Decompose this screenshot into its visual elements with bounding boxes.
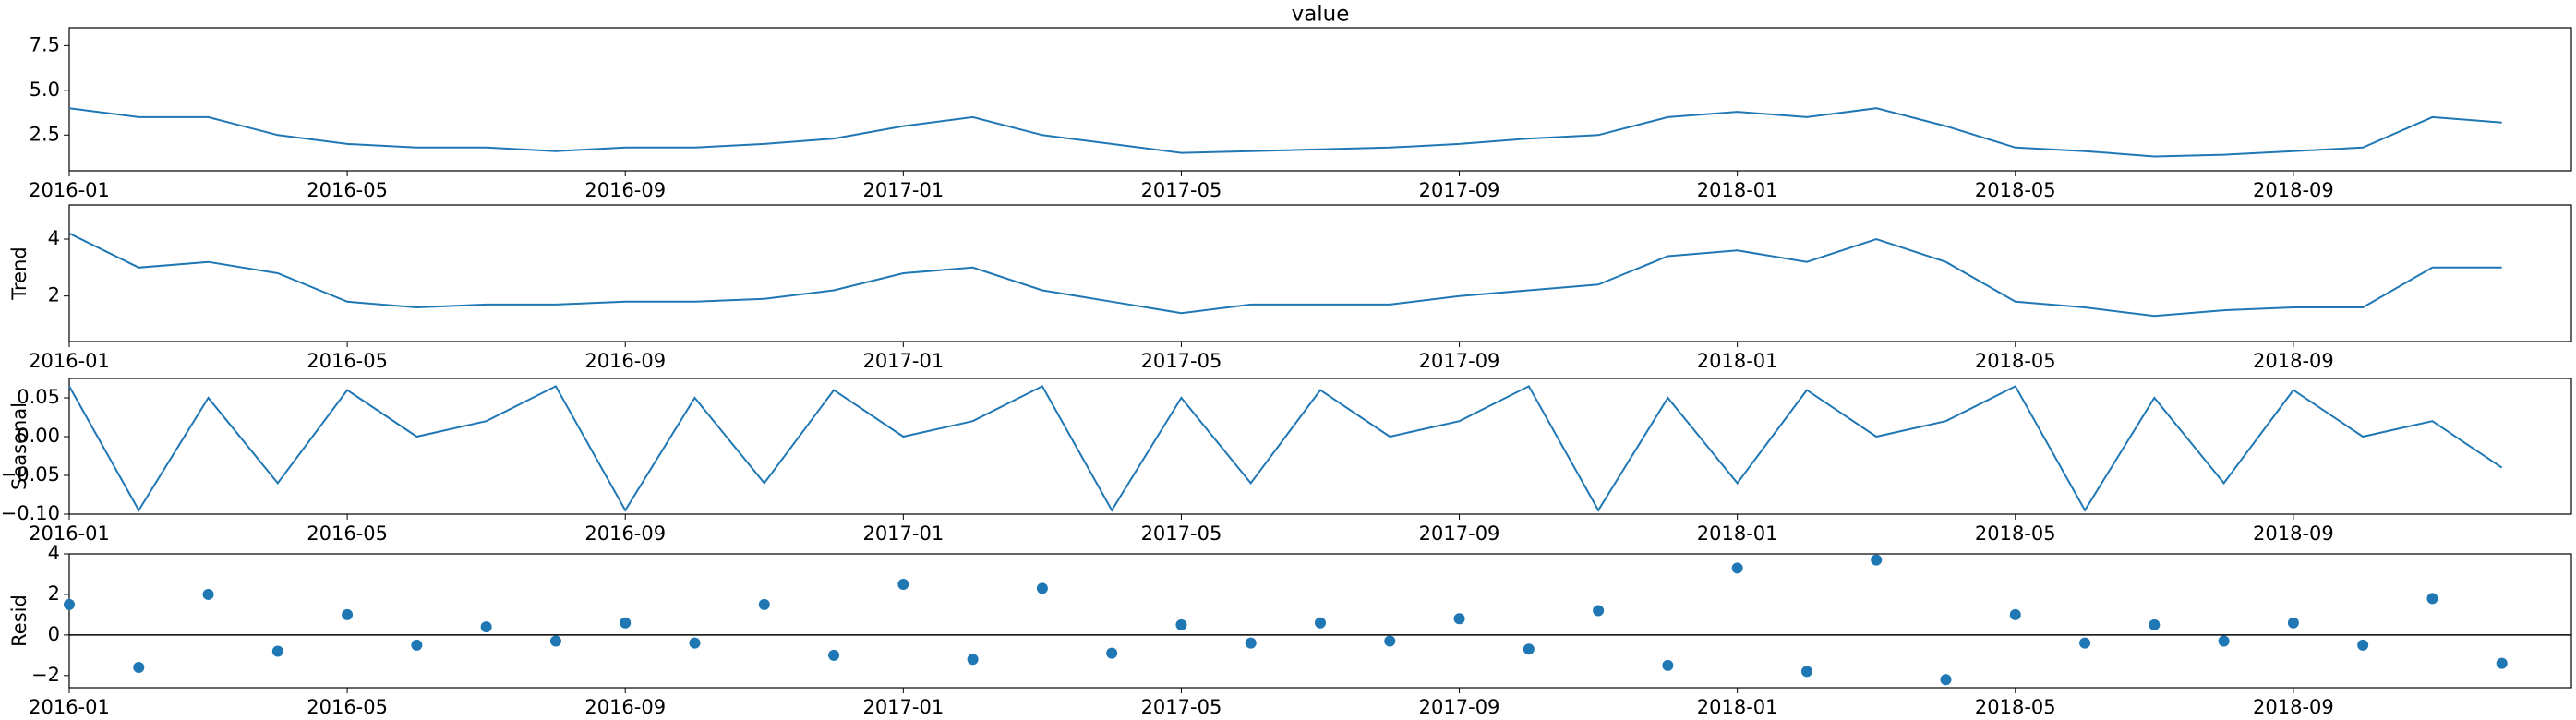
- x-tick-label: 2016-01: [29, 179, 110, 201]
- point: [689, 637, 701, 649]
- point: [549, 635, 561, 647]
- point: [1940, 674, 1952, 686]
- x-tick-label: 2016-01: [29, 522, 110, 545]
- series-line: [68, 107, 2502, 158]
- y-tick-label: 4: [48, 227, 60, 249]
- point: [897, 578, 909, 590]
- x-tick-label: 2017-09: [1419, 522, 1500, 545]
- x-tick-label: 2017-05: [1141, 696, 1222, 718]
- x-tick-label: 2016-01: [29, 350, 110, 372]
- point: [1315, 617, 1326, 629]
- point: [2357, 639, 2369, 651]
- point: [1384, 635, 1396, 647]
- x-tick-label: 2018-05: [1975, 350, 2056, 372]
- point: [1453, 613, 1465, 625]
- point: [2149, 618, 2161, 630]
- y-tick-label: 2: [48, 582, 60, 605]
- x-tick-label: 2018-01: [1697, 350, 1778, 372]
- point: [1800, 666, 1812, 678]
- point: [133, 662, 145, 674]
- point: [1036, 582, 1048, 594]
- point: [1175, 618, 1187, 630]
- y-tick-label: −0.10: [1, 502, 60, 524]
- point: [2009, 608, 2021, 620]
- series-line: [68, 385, 2503, 512]
- x-tick-label: 2016-05: [307, 696, 388, 718]
- point: [967, 654, 979, 666]
- x-tick-label: 2018-01: [1697, 522, 1778, 545]
- point: [1523, 643, 1535, 655]
- x-tick-label: 2016-01: [29, 696, 110, 718]
- point: [411, 639, 423, 651]
- x-tick-label: 2017-09: [1419, 350, 1500, 372]
- x-tick-label: 2018-05: [1975, 522, 2056, 545]
- y-tick-label: 5.0: [30, 78, 60, 101]
- x-tick-label: 2017-05: [1141, 350, 1222, 372]
- x-tick-label: 2016-05: [307, 522, 388, 545]
- y-tick-label: 4: [48, 542, 60, 564]
- x-tick-label: 2017-01: [862, 350, 944, 372]
- x-tick-label: 2017-09: [1419, 179, 1500, 201]
- y-axis-label: Trend: [8, 246, 30, 300]
- point: [2218, 635, 2230, 647]
- point: [1871, 554, 1883, 566]
- point: [1662, 659, 1674, 671]
- y-axis-label: Resid: [8, 594, 30, 647]
- point: [2426, 593, 2438, 605]
- point: [1106, 647, 1118, 659]
- x-tick-label: 2016-05: [307, 350, 388, 372]
- point: [64, 598, 75, 610]
- point: [2079, 637, 2091, 649]
- x-tick-label: 2016-09: [584, 522, 666, 545]
- point: [828, 649, 840, 661]
- x-tick-label: 2018-09: [2253, 350, 2334, 372]
- point: [620, 617, 632, 629]
- point: [202, 588, 214, 600]
- y-axis-label: Seasonal: [8, 402, 30, 490]
- y-tick-label: 0: [48, 623, 60, 645]
- y-tick-label: −0.05: [1, 463, 60, 486]
- y-tick-label: 0.00: [17, 425, 60, 447]
- x-tick-label: 2018-05: [1975, 179, 2056, 201]
- y-tick-label: 7.5: [30, 33, 60, 55]
- x-tick-label: 2017-05: [1141, 522, 1222, 545]
- plot-frame: [68, 378, 2572, 515]
- point: [2287, 617, 2299, 629]
- x-tick-label: 2018-09: [2253, 522, 2334, 545]
- series-line: [68, 232, 2502, 318]
- chart-title: value: [1292, 3, 1350, 27]
- x-tick-label: 2018-01: [1697, 179, 1778, 201]
- y-tick-label: 0.05: [17, 386, 60, 408]
- x-tick-label: 2016-05: [307, 179, 388, 201]
- point: [342, 608, 354, 620]
- plot-frame: [68, 204, 2572, 342]
- x-tick-label: 2017-01: [862, 696, 944, 718]
- x-tick-label: 2018-01: [1697, 696, 1778, 718]
- x-tick-label: 2017-09: [1419, 696, 1500, 718]
- x-tick-label: 2016-09: [584, 179, 666, 201]
- x-tick-label: 2017-05: [1141, 179, 1222, 201]
- point: [2496, 657, 2508, 669]
- y-tick-label: 2.5: [30, 123, 60, 145]
- x-tick-label: 2016-09: [584, 350, 666, 372]
- plot-frame: [68, 553, 2572, 689]
- point: [1731, 562, 1743, 574]
- point: [1245, 637, 1257, 649]
- x-tick-label: 2018-05: [1975, 696, 2056, 718]
- plot-frame: [68, 27, 2572, 172]
- x-tick-label: 2017-01: [862, 179, 944, 201]
- y-tick-label: 2: [48, 284, 60, 306]
- point: [271, 645, 283, 657]
- x-tick-label: 2016-09: [584, 696, 666, 718]
- point: [758, 598, 770, 610]
- point: [1593, 605, 1605, 617]
- y-tick-label: −2: [31, 664, 60, 686]
- x-tick-label: 2018-09: [2253, 179, 2334, 201]
- x-tick-label: 2018-09: [2253, 696, 2334, 718]
- x-tick-label: 2017-01: [862, 522, 944, 545]
- point: [480, 621, 492, 633]
